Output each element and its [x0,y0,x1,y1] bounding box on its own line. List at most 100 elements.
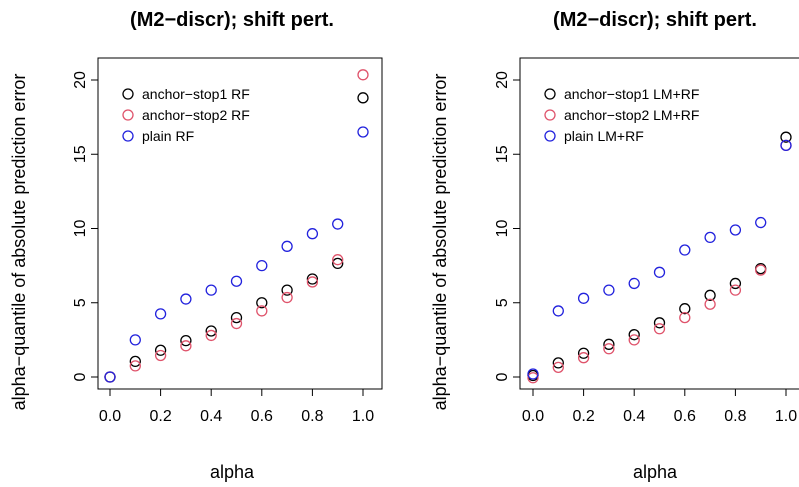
data-point [527,372,539,384]
legend: anchor−stop1 LM+RF anchor−stop2 LM+RF plai… [544,86,699,144]
data-point [603,338,615,350]
data-point [129,360,141,372]
chart-panel-left: (M2−discr); shift pert. alpha alpha−quan… [9,9,383,482]
data-point [653,266,666,278]
data-point [603,284,615,296]
legend-label: anchor−stop1 RF [142,86,250,102]
data-point [129,355,141,368]
x-tick-label: 0.4 [623,408,645,425]
legend-marker [122,130,134,142]
y-tick-label: 5 [494,298,511,307]
axis-ticks: 0.0 0.2 0.4 0.6 0.8 1.0 0 5 10 15 20 [72,71,374,425]
x-tick-label: 0.6 [674,408,696,425]
data-point [679,303,691,315]
data-point [154,349,167,362]
data-point [281,240,293,252]
x-tick-label: 0.6 [251,408,273,425]
data-point [527,368,539,380]
data-point [628,277,640,290]
data-point [306,228,319,240]
x-tick-label: 0.8 [724,408,746,425]
data-points [104,69,369,383]
chart-title: (M2−discr); shift pert. [130,9,334,31]
legend-marker [122,88,134,100]
data-point [552,305,564,317]
data-point [332,257,344,270]
data-point [256,259,268,272]
legend-label: anchor−stop2 RF [142,107,250,123]
x-tick-label: 0.2 [149,408,171,425]
data-point [679,311,691,324]
legend-label: anchor−stop1 LM+RF [564,86,699,102]
data-point [281,284,293,296]
x-tick-label: 0.2 [572,408,594,425]
y-tick-label: 5 [72,298,89,307]
y-tick-label: 10 [72,220,89,238]
data-point [729,284,742,296]
data-point [230,275,243,287]
data-point [552,357,564,369]
data-point [357,126,369,138]
data-point [729,224,742,236]
x-tick-label: 0.8 [301,408,323,425]
data-point [332,218,344,230]
data-point [306,273,319,285]
data-point [205,284,217,296]
data-point [653,317,666,329]
legend-marker [544,109,556,121]
data-point [281,291,293,304]
data-point [603,343,615,355]
data-point [755,216,767,229]
data-point [577,292,590,304]
data-point [104,371,116,383]
data-point [256,305,268,317]
data-point [704,298,716,310]
legend-marker [544,88,556,100]
x-tick-label: 0.0 [522,408,544,425]
data-point [577,352,590,364]
x-tick-label: 0.0 [99,408,121,425]
legend-marker [544,130,556,142]
y-tick-label: 20 [72,71,89,89]
y-tick-label: 15 [494,145,511,163]
legend-label: plain LM+RF [564,128,644,144]
x-tick-label: 1.0 [352,408,374,425]
x-tick-label: 0.4 [200,408,222,425]
x-axis-label: alpha [210,462,255,482]
legend-label: plain RF [142,128,194,144]
axis-ticks: 0.0 0.2 0.4 0.6 0.8 1.0 0 5 10 15 20 [494,71,797,425]
data-point [780,131,792,143]
y-axis-label: alpha−quantile of absolute prediction er… [430,74,450,411]
y-tick-label: 20 [494,71,511,89]
data-point [129,334,141,346]
data-point [729,277,742,290]
chart-title: (M2−discr); shift pert. [553,9,757,31]
y-tick-label: 0 [72,372,89,381]
data-point [230,311,243,324]
data-point [180,334,192,347]
data-point [704,231,716,244]
data-point [357,92,369,104]
chart-panel-right: (M2−discr); shift pert. alpha alpha−quan… [430,9,799,482]
data-point [628,329,640,341]
data-point [577,347,590,359]
data-point [704,289,716,301]
data-point [256,297,268,309]
data-point [180,293,192,305]
y-tick-label: 15 [72,145,89,163]
y-axis-label: alpha−quantile of absolute prediction er… [9,74,29,411]
data-point [205,329,217,342]
x-axis-label: alpha [633,462,678,482]
data-points [527,131,792,384]
data-point [180,340,192,352]
data-point [154,344,167,356]
data-point [357,69,369,81]
legend: anchor−stop1 RF anchor−stop2 RF plain RF [122,86,250,144]
data-point [230,317,243,330]
data-point [552,361,564,373]
data-point [628,334,640,346]
y-tick-label: 10 [494,220,511,238]
data-point [205,325,217,337]
data-point [306,276,319,288]
data-point [780,139,792,151]
